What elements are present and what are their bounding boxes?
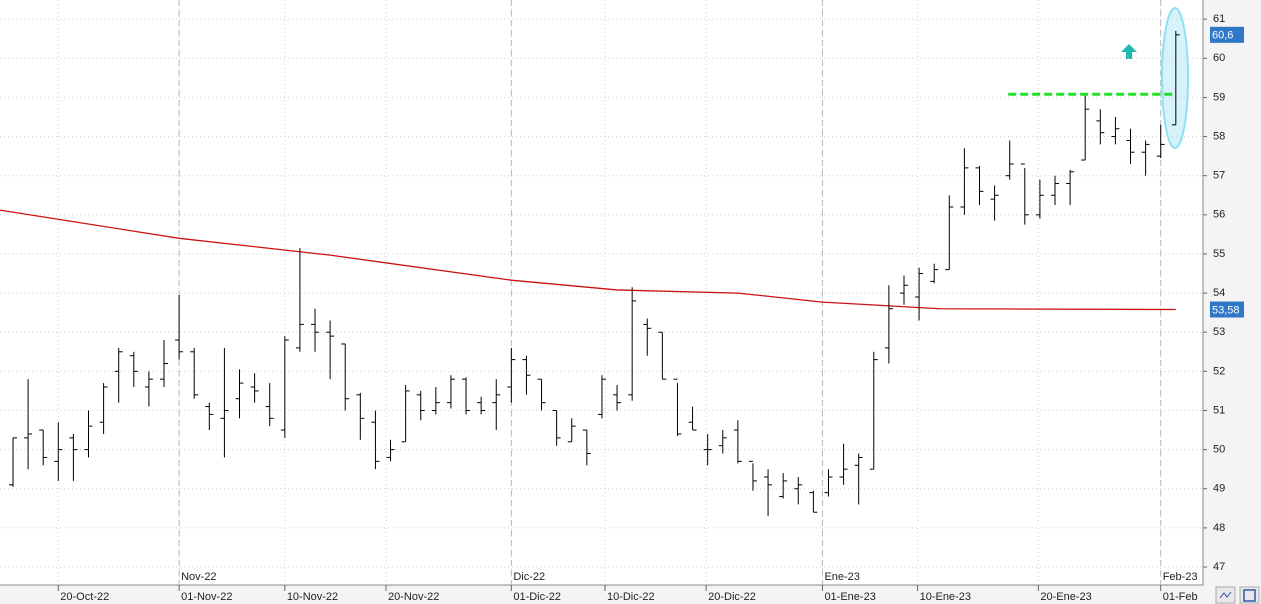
y-tick-label: 59 bbox=[1213, 91, 1225, 103]
y-tick-label: 60 bbox=[1213, 52, 1225, 64]
y-tick-label: 53 bbox=[1213, 326, 1225, 338]
x-tick-label: 01-Nov-22 bbox=[181, 591, 232, 603]
last-price-label: 60,6 bbox=[1212, 30, 1233, 42]
toolbar bbox=[1215, 586, 1260, 604]
x-tick-label: 10-Dic-22 bbox=[607, 591, 655, 603]
month-label: Feb-23 bbox=[1163, 571, 1198, 583]
highlight-ellipse bbox=[1161, 7, 1189, 149]
last-price-label: 53,58 bbox=[1212, 304, 1240, 316]
x-tick-label: 01-Feb bbox=[1163, 591, 1198, 603]
x-axis-panel bbox=[0, 585, 1261, 604]
y-tick-label: 50 bbox=[1213, 444, 1225, 456]
last-price-box bbox=[1210, 26, 1244, 43]
x-tick-label: 01-Dic-22 bbox=[513, 591, 561, 603]
month-label: Dic-22 bbox=[513, 571, 545, 583]
x-tick-label: 20-Dic-22 bbox=[708, 591, 756, 603]
x-tick-label: 01-Ene-23 bbox=[824, 591, 875, 603]
month-label: Nov-22 bbox=[181, 571, 216, 583]
y-tick-label: 55 bbox=[1213, 248, 1225, 260]
moving-average bbox=[0, 209, 1176, 311]
y-tick-label: 52 bbox=[1213, 365, 1225, 377]
icon-autoscale bbox=[1219, 591, 1232, 599]
y-tick-label: 54 bbox=[1213, 287, 1225, 299]
y-tick-label: 57 bbox=[1213, 170, 1225, 182]
last-price-box bbox=[1210, 301, 1244, 318]
y-tick-label: 47 bbox=[1213, 561, 1225, 573]
icon-save bbox=[1243, 589, 1256, 602]
x-tick-label: 20-Oct-22 bbox=[60, 591, 109, 603]
x-tick-label: 10-Ene-23 bbox=[920, 591, 971, 603]
month-label: Ene-23 bbox=[824, 571, 859, 583]
up-arrow bbox=[1121, 44, 1137, 59]
y-tick-label: 49 bbox=[1213, 483, 1225, 495]
y-tick-label: 51 bbox=[1213, 404, 1225, 416]
x-tick-label: 20-Ene-23 bbox=[1040, 591, 1091, 603]
y-tick-label: 58 bbox=[1213, 130, 1225, 142]
x-tick-label: 10-Nov-22 bbox=[287, 591, 338, 603]
x-tick-label: 20-Nov-22 bbox=[388, 591, 439, 603]
y-tick-label: 48 bbox=[1213, 522, 1225, 534]
y-tick-label: 61 bbox=[1213, 13, 1225, 25]
y-tick-label: 56 bbox=[1213, 209, 1225, 221]
